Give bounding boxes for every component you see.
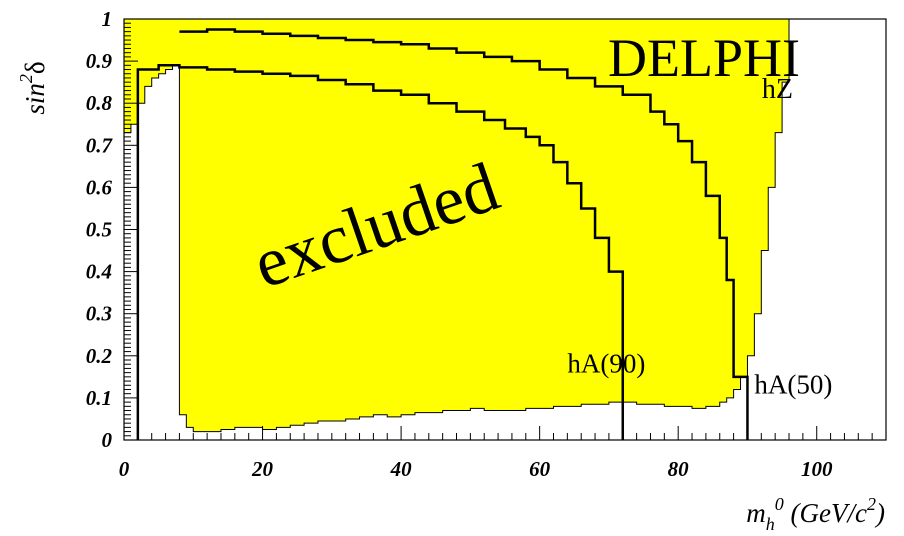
y-axis-label: sin2δ: [16, 61, 50, 114]
x-axis-label-sub: h: [766, 514, 775, 534]
x-axis-label-unit: (GeV/c: [784, 498, 867, 528]
y-axis-label-main: sin: [20, 83, 50, 115]
y-tick-label: 0.7: [86, 133, 114, 157]
y-tick-label: 0.4: [86, 260, 112, 284]
y-tick-label: 0.9: [86, 49, 113, 73]
y-axis-label-greek: δ: [20, 61, 50, 74]
y-tick-label: 0.3: [86, 302, 112, 326]
y-tick-label: 0.6: [86, 175, 113, 199]
x-axis-label-sup: 0: [775, 494, 784, 514]
y-tick-label: 0.2: [86, 344, 113, 368]
x-axis-label-unit-sup: 2: [867, 494, 876, 514]
x-axis-label: mh0 (GeV/c2): [746, 494, 885, 534]
x-tick-label: 20: [251, 457, 274, 481]
hz-band-boundary: [124, 19, 790, 433]
axes: 0 0.1 0.2 0.3 0.4 0.5 0.6 0.7 0.8 0.9 1 0 20 40 60 80 10…: [86, 7, 887, 481]
x-tick-label: 40: [390, 457, 413, 481]
y-tick-label: 0.5: [86, 218, 112, 242]
x-tick-label: 100: [801, 457, 833, 481]
ha-50-contour: [179, 28, 749, 440]
x-tick-label: 60: [529, 457, 551, 481]
chart-title: DELPHI: [608, 28, 800, 88]
ha-90-contour: [136, 64, 625, 440]
x-axis-label-main: m: [746, 498, 766, 528]
y-tick-label: 0: [102, 428, 113, 452]
y-axis-label-sup: 2: [16, 74, 36, 83]
x-tick-label: 0: [119, 457, 130, 481]
x-axis-label-close: ): [874, 498, 885, 528]
contour-label-1: hA(50): [754, 370, 832, 400]
y-tick-label: 0.8: [86, 91, 113, 115]
x-tick-label: 80: [668, 457, 690, 481]
chart-subtitle: hZ: [762, 74, 793, 105]
y-tick-label: 1: [102, 7, 113, 31]
plot-area: [124, 19, 790, 440]
y-tick-label: 0.1: [86, 386, 112, 410]
contour-label-0: hA(90): [567, 349, 645, 379]
